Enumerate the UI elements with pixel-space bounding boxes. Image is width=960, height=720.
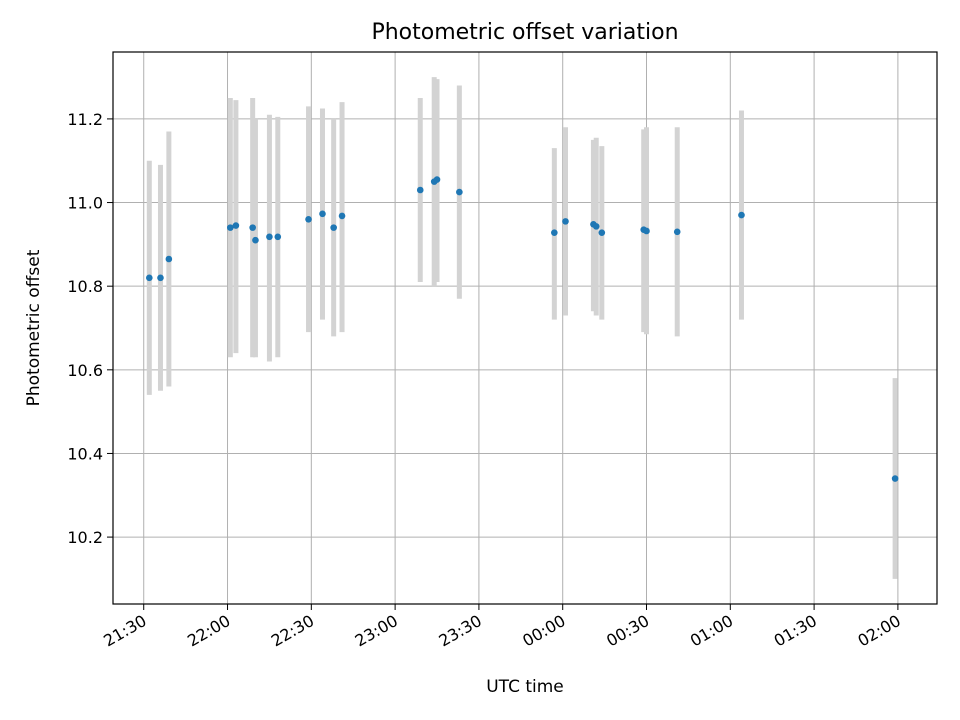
data-point <box>146 274 153 282</box>
data-point <box>274 233 282 241</box>
x-tick-label: 23:00 <box>352 611 401 651</box>
grid-lines <box>113 52 937 604</box>
data-point <box>598 229 606 236</box>
x-tick-label: 22:30 <box>268 611 317 651</box>
plot-frame <box>112 51 938 605</box>
data-point <box>673 228 681 236</box>
data-point <box>249 224 256 231</box>
x-tick-label: 21:30 <box>100 611 149 651</box>
data-point <box>305 215 312 223</box>
data-point <box>227 224 234 231</box>
x-tick-label: 00:00 <box>519 611 568 651</box>
x-tick-label: 23:30 <box>435 611 484 651</box>
data-point <box>266 233 273 241</box>
data-point <box>433 176 441 183</box>
y-tick-label: 10.4 <box>67 444 103 463</box>
x-tick-label: 22:00 <box>184 611 233 651</box>
data-point <box>456 188 463 196</box>
data-point <box>643 227 650 235</box>
chart-title: Photometric offset variation <box>371 20 678 45</box>
x-tick-label: 01:30 <box>771 611 820 651</box>
error-bars <box>146 77 898 579</box>
data-point <box>592 223 600 230</box>
x-axis-ticks: 21:30 22:00 22:30 23:00 23:30 00:00 00:30 01:00… <box>100 604 904 651</box>
y-tick-label: 10.2 <box>67 528 103 547</box>
x-tick-label: 01:00 <box>687 611 736 651</box>
x-tick-label: 02:00 <box>854 611 903 651</box>
x-tick-label: 00:30 <box>603 611 652 651</box>
data-point <box>891 475 899 482</box>
y-axis-ticks: 10.2 10.4 10.6 10.8 11.0 11.2 <box>67 110 113 547</box>
y-tick-label: 10.8 <box>67 277 103 296</box>
data-point <box>330 224 337 231</box>
y-tick-label: 11.0 <box>67 194 103 213</box>
x-axis-label: UTC time <box>486 677 564 697</box>
y-tick-label: 11.2 <box>67 110 103 129</box>
data-point <box>232 222 240 229</box>
y-axis-label: Photometric offset <box>24 249 44 406</box>
data-point <box>738 211 745 219</box>
data-point <box>551 229 558 236</box>
data-point <box>416 186 424 194</box>
data-point <box>562 218 569 225</box>
y-tick-label: 10.6 <box>67 361 103 380</box>
data-points <box>146 176 899 482</box>
data-point <box>157 274 164 282</box>
data-point <box>165 255 173 263</box>
data-point <box>338 212 346 220</box>
data-point <box>252 236 259 244</box>
data-point <box>319 210 326 218</box>
